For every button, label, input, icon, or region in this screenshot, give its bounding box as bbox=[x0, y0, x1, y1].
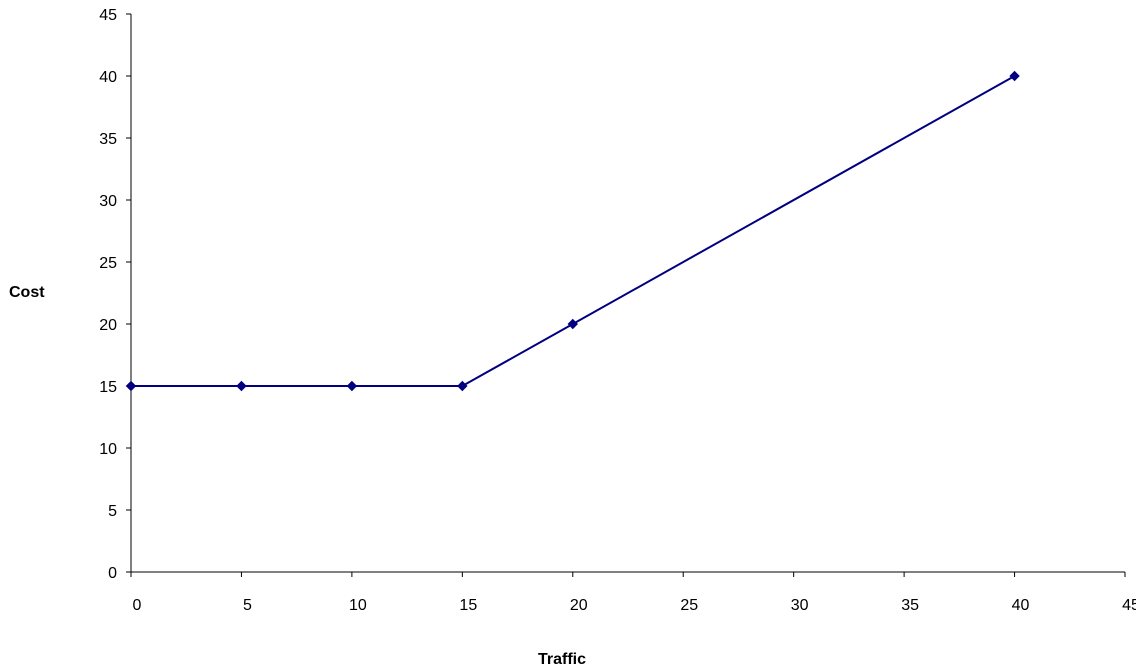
x-tick-label: 40 bbox=[1012, 597, 1030, 614]
y-tick-label: 45 bbox=[99, 7, 117, 24]
y-tick-label: 20 bbox=[99, 317, 117, 334]
x-axis-title: Traffic bbox=[538, 651, 586, 666]
data-point-marker bbox=[125, 380, 137, 392]
x-tick-label: 45 bbox=[1122, 597, 1136, 614]
y-tick-label: 30 bbox=[99, 193, 117, 210]
y-tick-label: 0 bbox=[108, 565, 117, 582]
data-point-marker bbox=[457, 380, 468, 392]
x-tick-label: 10 bbox=[349, 597, 367, 614]
data-point-marker bbox=[1009, 70, 1020, 82]
y-axis-title: Cost bbox=[9, 284, 45, 301]
data-point-marker bbox=[567, 318, 578, 330]
y-tick-label: 40 bbox=[99, 69, 117, 86]
x-tick-label: 25 bbox=[680, 597, 698, 614]
series-group bbox=[125, 70, 1020, 392]
axes bbox=[130, 14, 1125, 573]
x-tick-label: 30 bbox=[791, 597, 809, 614]
y-tick-label: 35 bbox=[99, 131, 117, 148]
series-line bbox=[131, 75, 1016, 387]
x-tick-label: 20 bbox=[570, 597, 588, 614]
x-tick-label: 15 bbox=[459, 597, 477, 614]
data-point-marker bbox=[236, 380, 247, 392]
x-tick-label: 5 bbox=[243, 597, 252, 614]
y-tick-label: 25 bbox=[99, 255, 117, 272]
x-ticks: 0 5 10 15 20 25 30 35 40 45 bbox=[130, 572, 1136, 614]
data-point-marker bbox=[346, 380, 358, 392]
x-tick-label: 0 bbox=[133, 597, 142, 614]
y-tick-label: 5 bbox=[108, 503, 117, 520]
y-tick-label: 10 bbox=[99, 441, 117, 458]
y-tick-label: 15 bbox=[99, 379, 117, 396]
x-tick-label: 35 bbox=[901, 597, 919, 614]
y-ticks: 0 5 10 15 20 25 30 35 40 45 bbox=[99, 7, 131, 582]
